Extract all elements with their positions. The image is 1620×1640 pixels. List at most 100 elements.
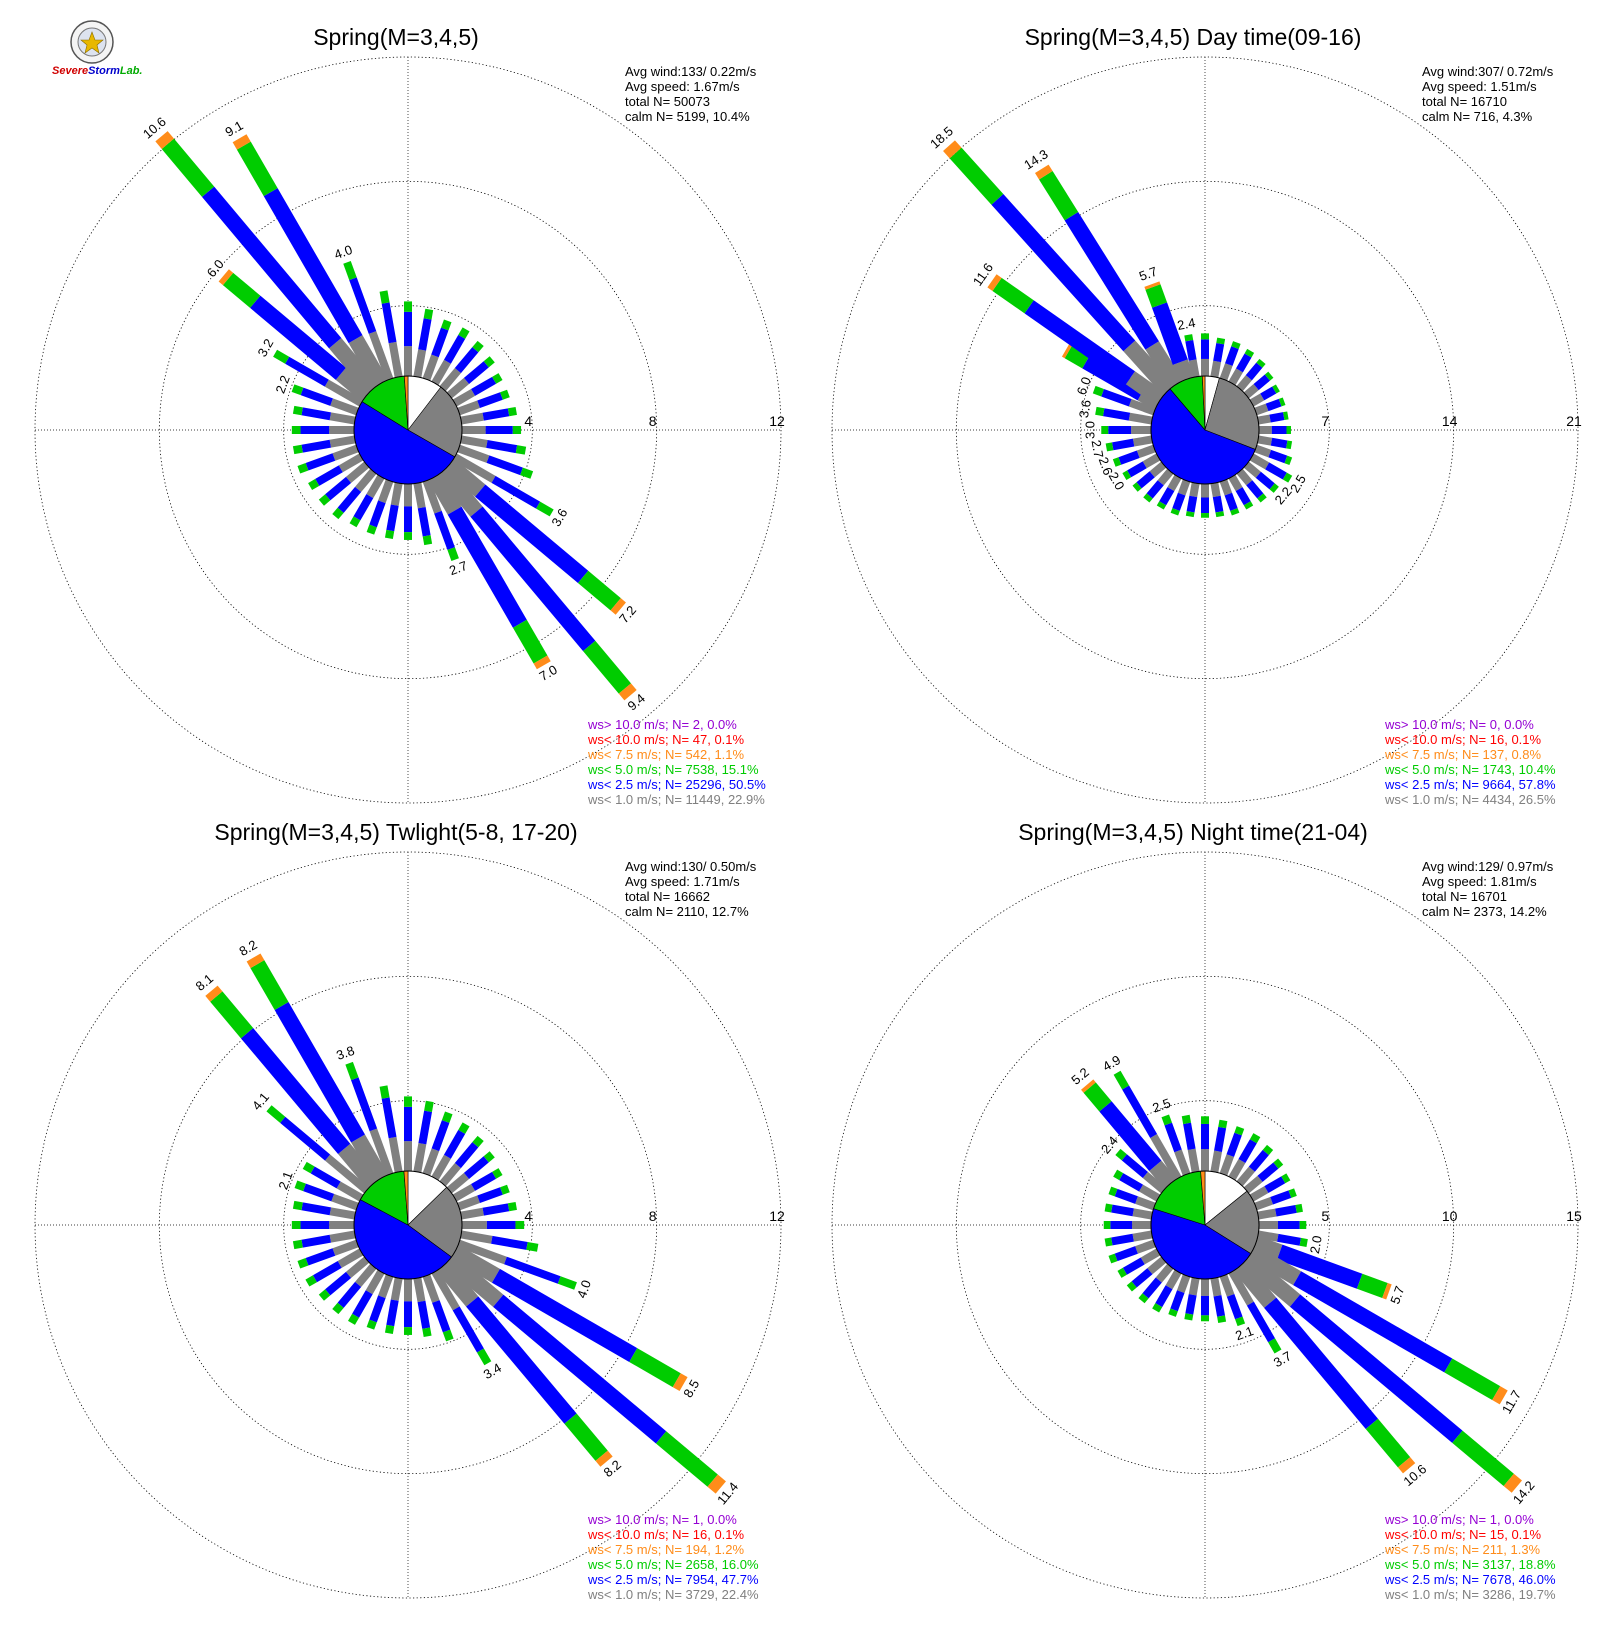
bar-value-label: 2.2: [272, 373, 292, 395]
bar-seg-lt2_5: [1146, 480, 1164, 499]
bar-seg-lt5: [1244, 348, 1255, 358]
direction-bar: [446, 1151, 495, 1194]
bar-seg-lt5: [492, 1168, 503, 1179]
bar-seg-lt2_5: [1118, 450, 1140, 465]
direction-bar: [1228, 348, 1255, 386]
bar-seg-lt1: [1132, 1208, 1153, 1220]
bar-value-label: 2.5: [1150, 1095, 1172, 1115]
direction-bar: [1168, 1274, 1191, 1317]
direction-bar: [404, 1279, 412, 1335]
bar-seg-lt1: [1135, 1196, 1156, 1211]
bar-seg-lt1: [332, 444, 359, 461]
bar-seg-lt7_5: [218, 269, 234, 286]
ring-label: 12: [769, 413, 785, 429]
bar-seg-lt2_5: [404, 506, 412, 533]
bar-seg-lt2_5: [991, 194, 1136, 352]
bar-seg-lt2_5: [1226, 1132, 1242, 1157]
bar-seg-lt5: [1231, 341, 1241, 350]
windrose-panel-4: 5 10 152.05.711.714.210.63.72.12.45.24.92.…: [831, 819, 1582, 1602]
bar-value-label: 5.7: [1137, 264, 1159, 284]
direction-bar: [1243, 1158, 1284, 1194]
bar-seg-lt1: [331, 1193, 359, 1211]
direction-bar: [1236, 468, 1267, 503]
bar-seg-lt1: [1254, 1196, 1274, 1211]
bar-seg-lt5: [1249, 1133, 1261, 1144]
bar-seg-lt5: [1201, 1116, 1209, 1124]
bar-seg-lt2_5: [1268, 449, 1288, 464]
bar-seg-lt5: [292, 405, 303, 416]
bar-seg-lt1: [436, 1261, 479, 1307]
logo-text-text_c: Lab.: [120, 65, 143, 77]
bar-seg-lt1: [422, 479, 442, 514]
ring-label: 8: [649, 1208, 657, 1224]
direction-bar: [1181, 1114, 1200, 1173]
bar-value-label: 3.0: [1083, 421, 1098, 439]
bar-seg-lt5: [1282, 472, 1293, 483]
bar-seg-lt1: [1187, 1148, 1200, 1173]
bar-seg-lt2_5: [1277, 1233, 1301, 1246]
direction-bar: [1126, 1256, 1167, 1292]
direction-bar: [1138, 1263, 1174, 1304]
bar-seg-lt5: [318, 1289, 331, 1301]
bar-seg-lt1: [1142, 1171, 1167, 1194]
bar-seg-lt1: [1249, 453, 1270, 470]
bar-seg-lt1: [452, 388, 476, 407]
legend-entry: ws> 10.0 m/s; N= 1, 0.0%: [1384, 1512, 1534, 1527]
bar-seg-lt5: [291, 1221, 301, 1229]
bar-seg-lt1: [1201, 484, 1209, 498]
bar-seg-lt5: [1104, 1237, 1113, 1247]
bar-seg-lt1: [1257, 414, 1271, 425]
bar-seg-lt2_5: [1214, 1126, 1227, 1152]
bar-seg-lt7_5: [1503, 1473, 1523, 1493]
bar-seg-lt1: [388, 341, 403, 378]
bar-seg-lt5: [1126, 1281, 1137, 1292]
direction-bar: [155, 131, 380, 394]
bar-seg-lt2_5: [351, 1077, 378, 1132]
direction-bar: [205, 985, 380, 1189]
bar-seg-lt2_5: [1213, 1295, 1226, 1317]
bar-seg-lt1: [1210, 482, 1221, 498]
bar-seg-lt5: [992, 277, 1034, 314]
bar-seg-lt5: [1132, 482, 1142, 492]
bar-seg-lt1: [413, 349, 427, 378]
direction-bar: [308, 453, 364, 490]
bar-seg-lt5: [1122, 470, 1132, 481]
direction-bar: [294, 1180, 359, 1211]
bar-seg-lt5: [1113, 1070, 1130, 1090]
bar-seg-lt5: [500, 1184, 510, 1195]
bar-seg-lt2_5: [434, 510, 455, 550]
bar-seg-lt1: [457, 444, 490, 463]
bar-seg-lt5: [507, 1201, 517, 1212]
direction-bar: [460, 406, 517, 425]
direction-bar: [1243, 371, 1274, 399]
bar-seg-lt1: [1243, 1175, 1263, 1194]
bar-seg-lt1: [1188, 359, 1200, 378]
bar-seg-lt5: [345, 1061, 359, 1081]
legend-entry: ws< 1.0 m/s; N= 3286, 19.7%: [1384, 1587, 1556, 1602]
bar-seg-lt1: [1128, 412, 1153, 425]
bar-seg-lt1: [446, 377, 470, 399]
bar-seg-lt1: [1136, 444, 1156, 459]
direction-bar: [1144, 281, 1195, 382]
bar-seg-lt2_5: [305, 453, 336, 471]
bar-seg-lt7_5: [1492, 1386, 1508, 1405]
legend-entry: ws< 7.5 m/s; N= 194, 1.2%: [587, 1542, 745, 1557]
bar-seg-lt1: [390, 482, 403, 506]
bar-seg-lt1: [1125, 371, 1166, 406]
bar-seg-lt2_5: [1112, 438, 1135, 451]
bar-value-label: 6.0: [1074, 375, 1094, 397]
stat-avg-wind: Avg wind:129/ 0.97m/s: [1422, 859, 1554, 874]
direction-bar: [439, 340, 484, 392]
direction-bar: [1247, 1245, 1508, 1405]
logo-text-text_a: Severe: [52, 65, 88, 77]
direction-bar: [446, 356, 495, 399]
direction-bar: [1185, 482, 1200, 518]
direction-bar: [1236, 1144, 1274, 1187]
direction-bar: [444, 1253, 726, 1494]
direction-bar: [1143, 468, 1174, 503]
bar-seg-lt2_5: [404, 311, 412, 347]
direction-bar: [431, 1269, 492, 1366]
bar-value-label: 2.6: [1096, 455, 1116, 477]
calm-circle: [353, 375, 463, 485]
bar-seg-lt2_5: [1277, 1221, 1300, 1229]
